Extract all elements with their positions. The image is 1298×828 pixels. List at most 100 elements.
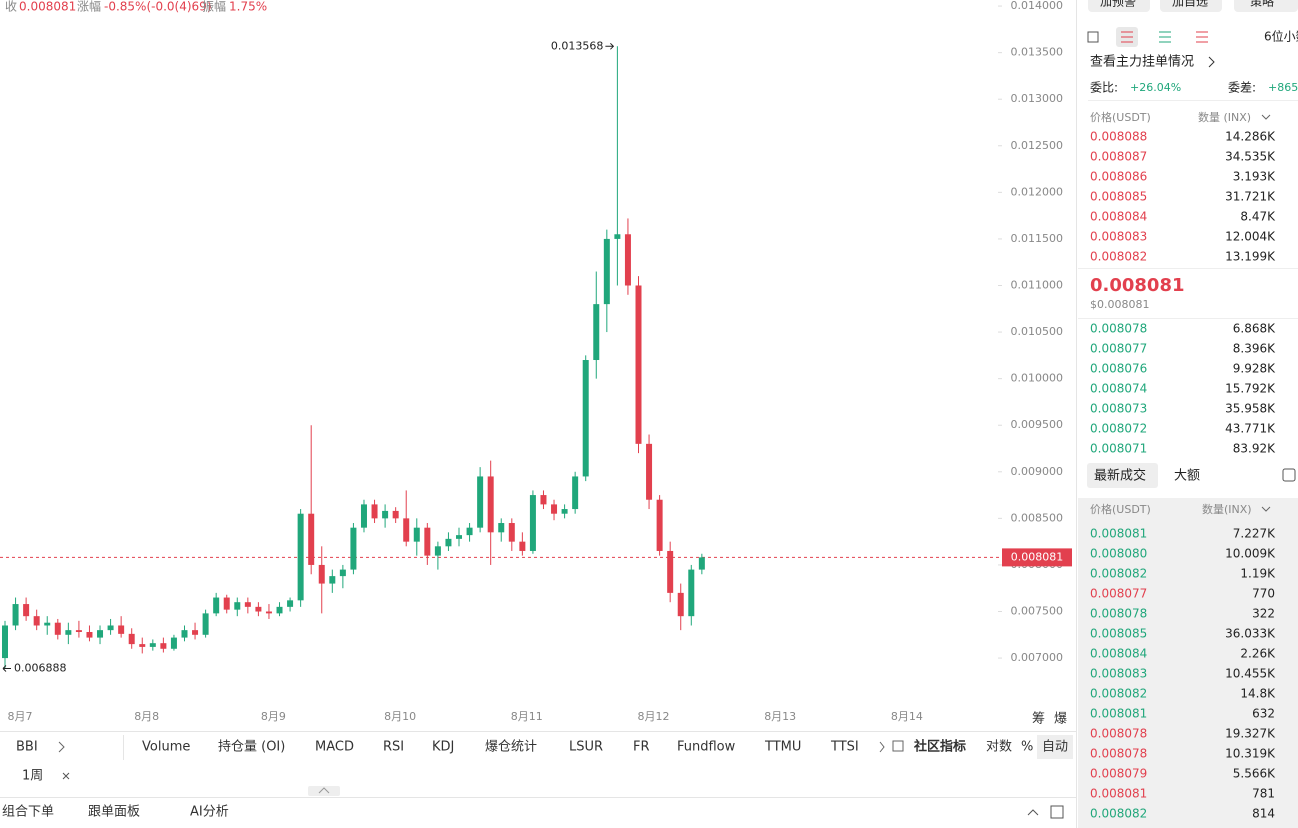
book-qty: 14.286K — [1225, 130, 1276, 144]
close-icon[interactable] — [62, 772, 70, 780]
y-tick-label: 0.011500 — [1011, 232, 1064, 245]
book-qty: 13.199K — [1225, 250, 1276, 264]
candle-body — [223, 597, 230, 610]
button[interactable]: 策略 — [1250, 0, 1274, 9]
chevron — [58, 741, 65, 753]
book-price[interactable]: 0.008076 — [1090, 362, 1147, 376]
main-orders[interactable]: 查看主力挂单情况 — [1090, 54, 1194, 70]
indicator[interactable]: BBI — [16, 740, 38, 755]
candle-body — [255, 606, 262, 612]
indicator[interactable]: 爆仓统计 — [485, 740, 537, 755]
candle-body — [54, 622, 61, 635]
icon[interactable] — [1159, 31, 1171, 43]
y-tick-label: 0.009000 — [1011, 465, 1064, 478]
side-label[interactable]: 爆 — [1054, 712, 1067, 727]
trade-price: 0.008080 — [1090, 547, 1147, 561]
auto[interactable]: 自动 — [1042, 740, 1068, 755]
log[interactable]: 对数 — [986, 740, 1012, 755]
candle-body — [12, 604, 19, 626]
book-price[interactable]: 0.008086 — [1090, 170, 1147, 184]
bottom-tab[interactable]: 组合下单 — [2, 805, 54, 820]
indicator[interactable]: LSUR — [569, 740, 603, 755]
book-price[interactable]: 0.008072 — [1090, 422, 1147, 436]
trade-price: 0.008084 — [1090, 647, 1147, 661]
candle-body — [244, 602, 251, 607]
trade-qty: 632 — [1252, 707, 1275, 721]
bottom-tab[interactable]: 跟单面板 — [88, 805, 140, 820]
candle-body — [23, 604, 30, 617]
x-tick-label: 8月14 — [891, 710, 923, 723]
book-price[interactable]: 0.008082 — [1090, 250, 1147, 264]
candle-body — [582, 360, 589, 477]
bottom-tab[interactable]: AI分析 — [190, 805, 229, 820]
x-tick-label: 8月12 — [638, 710, 670, 723]
tab[interactable]: 最新成交 — [1094, 468, 1146, 484]
candle-body — [371, 504, 378, 519]
trade-qty: 5.566K — [1233, 767, 1276, 781]
book-price[interactable]: 0.008085 — [1090, 190, 1147, 204]
book-qty: 12.004K — [1225, 230, 1276, 244]
indicator[interactable]: RSI — [383, 740, 404, 755]
candle-body — [466, 527, 473, 536]
fullscreen-icon[interactable] — [1050, 805, 1064, 819]
button[interactable]: 加自选 — [1172, 0, 1208, 9]
trade-qty: 1.19K — [1240, 567, 1276, 581]
y-tick-label: 0.012500 — [1011, 139, 1064, 152]
indicator[interactable]: Volume — [142, 740, 190, 755]
x-tick-label: 8月8 — [134, 710, 159, 723]
edit-icon[interactable] — [892, 740, 904, 752]
percent[interactable]: % — [1021, 740, 1033, 755]
x-tick-label: 8月10 — [384, 710, 416, 723]
candle-body — [413, 527, 420, 542]
icon[interactable] — [1121, 31, 1133, 43]
checkbox[interactable] — [1282, 468, 1296, 482]
book-price[interactable]: 0.008088 — [1090, 130, 1147, 144]
community[interactable]: 社区指标 — [913, 739, 966, 755]
side-label[interactable]: 筹 — [1032, 711, 1045, 727]
period-tab[interactable]: 1周 — [22, 769, 43, 784]
book-price[interactable]: 0.008087 — [1090, 150, 1147, 164]
candle-body — [2, 625, 8, 659]
trade-price: 0.008085 — [1090, 627, 1147, 641]
book-price[interactable]: 0.008071 — [1090, 442, 1147, 456]
collapse-icon — [318, 787, 330, 794]
x-tick-label: 8月11 — [511, 710, 543, 723]
book-price[interactable]: 0.008073 — [1090, 402, 1147, 416]
close-label: 收 — [5, 0, 17, 14]
change-label: 涨幅 — [77, 0, 101, 14]
icon[interactable] — [1196, 31, 1208, 43]
icon[interactable] — [1087, 31, 1099, 43]
indicator[interactable]: Fundflow — [677, 740, 736, 755]
indicator[interactable]: KDJ — [432, 740, 454, 755]
candle-body — [635, 285, 642, 444]
candle-body — [614, 234, 621, 239]
y-tick-label: 0.008500 — [1011, 511, 1064, 524]
tab-bg — [1087, 463, 1158, 488]
last-price-label: 0.008081 — [1011, 550, 1064, 563]
book-price[interactable]: 0.008078 — [1090, 322, 1147, 336]
expand-icon[interactable] — [1027, 809, 1039, 816]
book-price[interactable]: 0.008074 — [1090, 382, 1147, 396]
indicator[interactable]: TTMU — [764, 740, 801, 755]
book-price[interactable]: 0.008077 — [1090, 342, 1147, 356]
indicator[interactable]: TTSI — [830, 740, 859, 755]
indicator[interactable]: 持仓量 (OI) — [218, 740, 285, 755]
last-usd: $0.008081 — [1090, 298, 1150, 311]
book-price[interactable]: 0.008084 — [1090, 210, 1147, 224]
decimals[interactable]: 6位小数 — [1264, 29, 1298, 44]
price-header: 价格(USDT) — [1090, 502, 1151, 516]
button[interactable]: 加预警 — [1100, 0, 1136, 9]
book-qty: 35.958K — [1225, 402, 1276, 416]
candle-body — [339, 569, 346, 577]
candle-body — [318, 564, 325, 584]
indicator[interactable]: FR — [633, 740, 650, 755]
book-price[interactable]: 0.008083 — [1090, 230, 1147, 244]
indicator[interactable]: MACD — [315, 740, 354, 755]
collapse-handle[interactable] — [308, 786, 340, 796]
candle-body — [561, 509, 568, 514]
book-qty: 15.792K — [1225, 382, 1276, 396]
tab[interactable]: 大额 — [1174, 469, 1200, 484]
chevron — [1261, 506, 1271, 512]
book-qty: 9.928K — [1233, 362, 1276, 376]
